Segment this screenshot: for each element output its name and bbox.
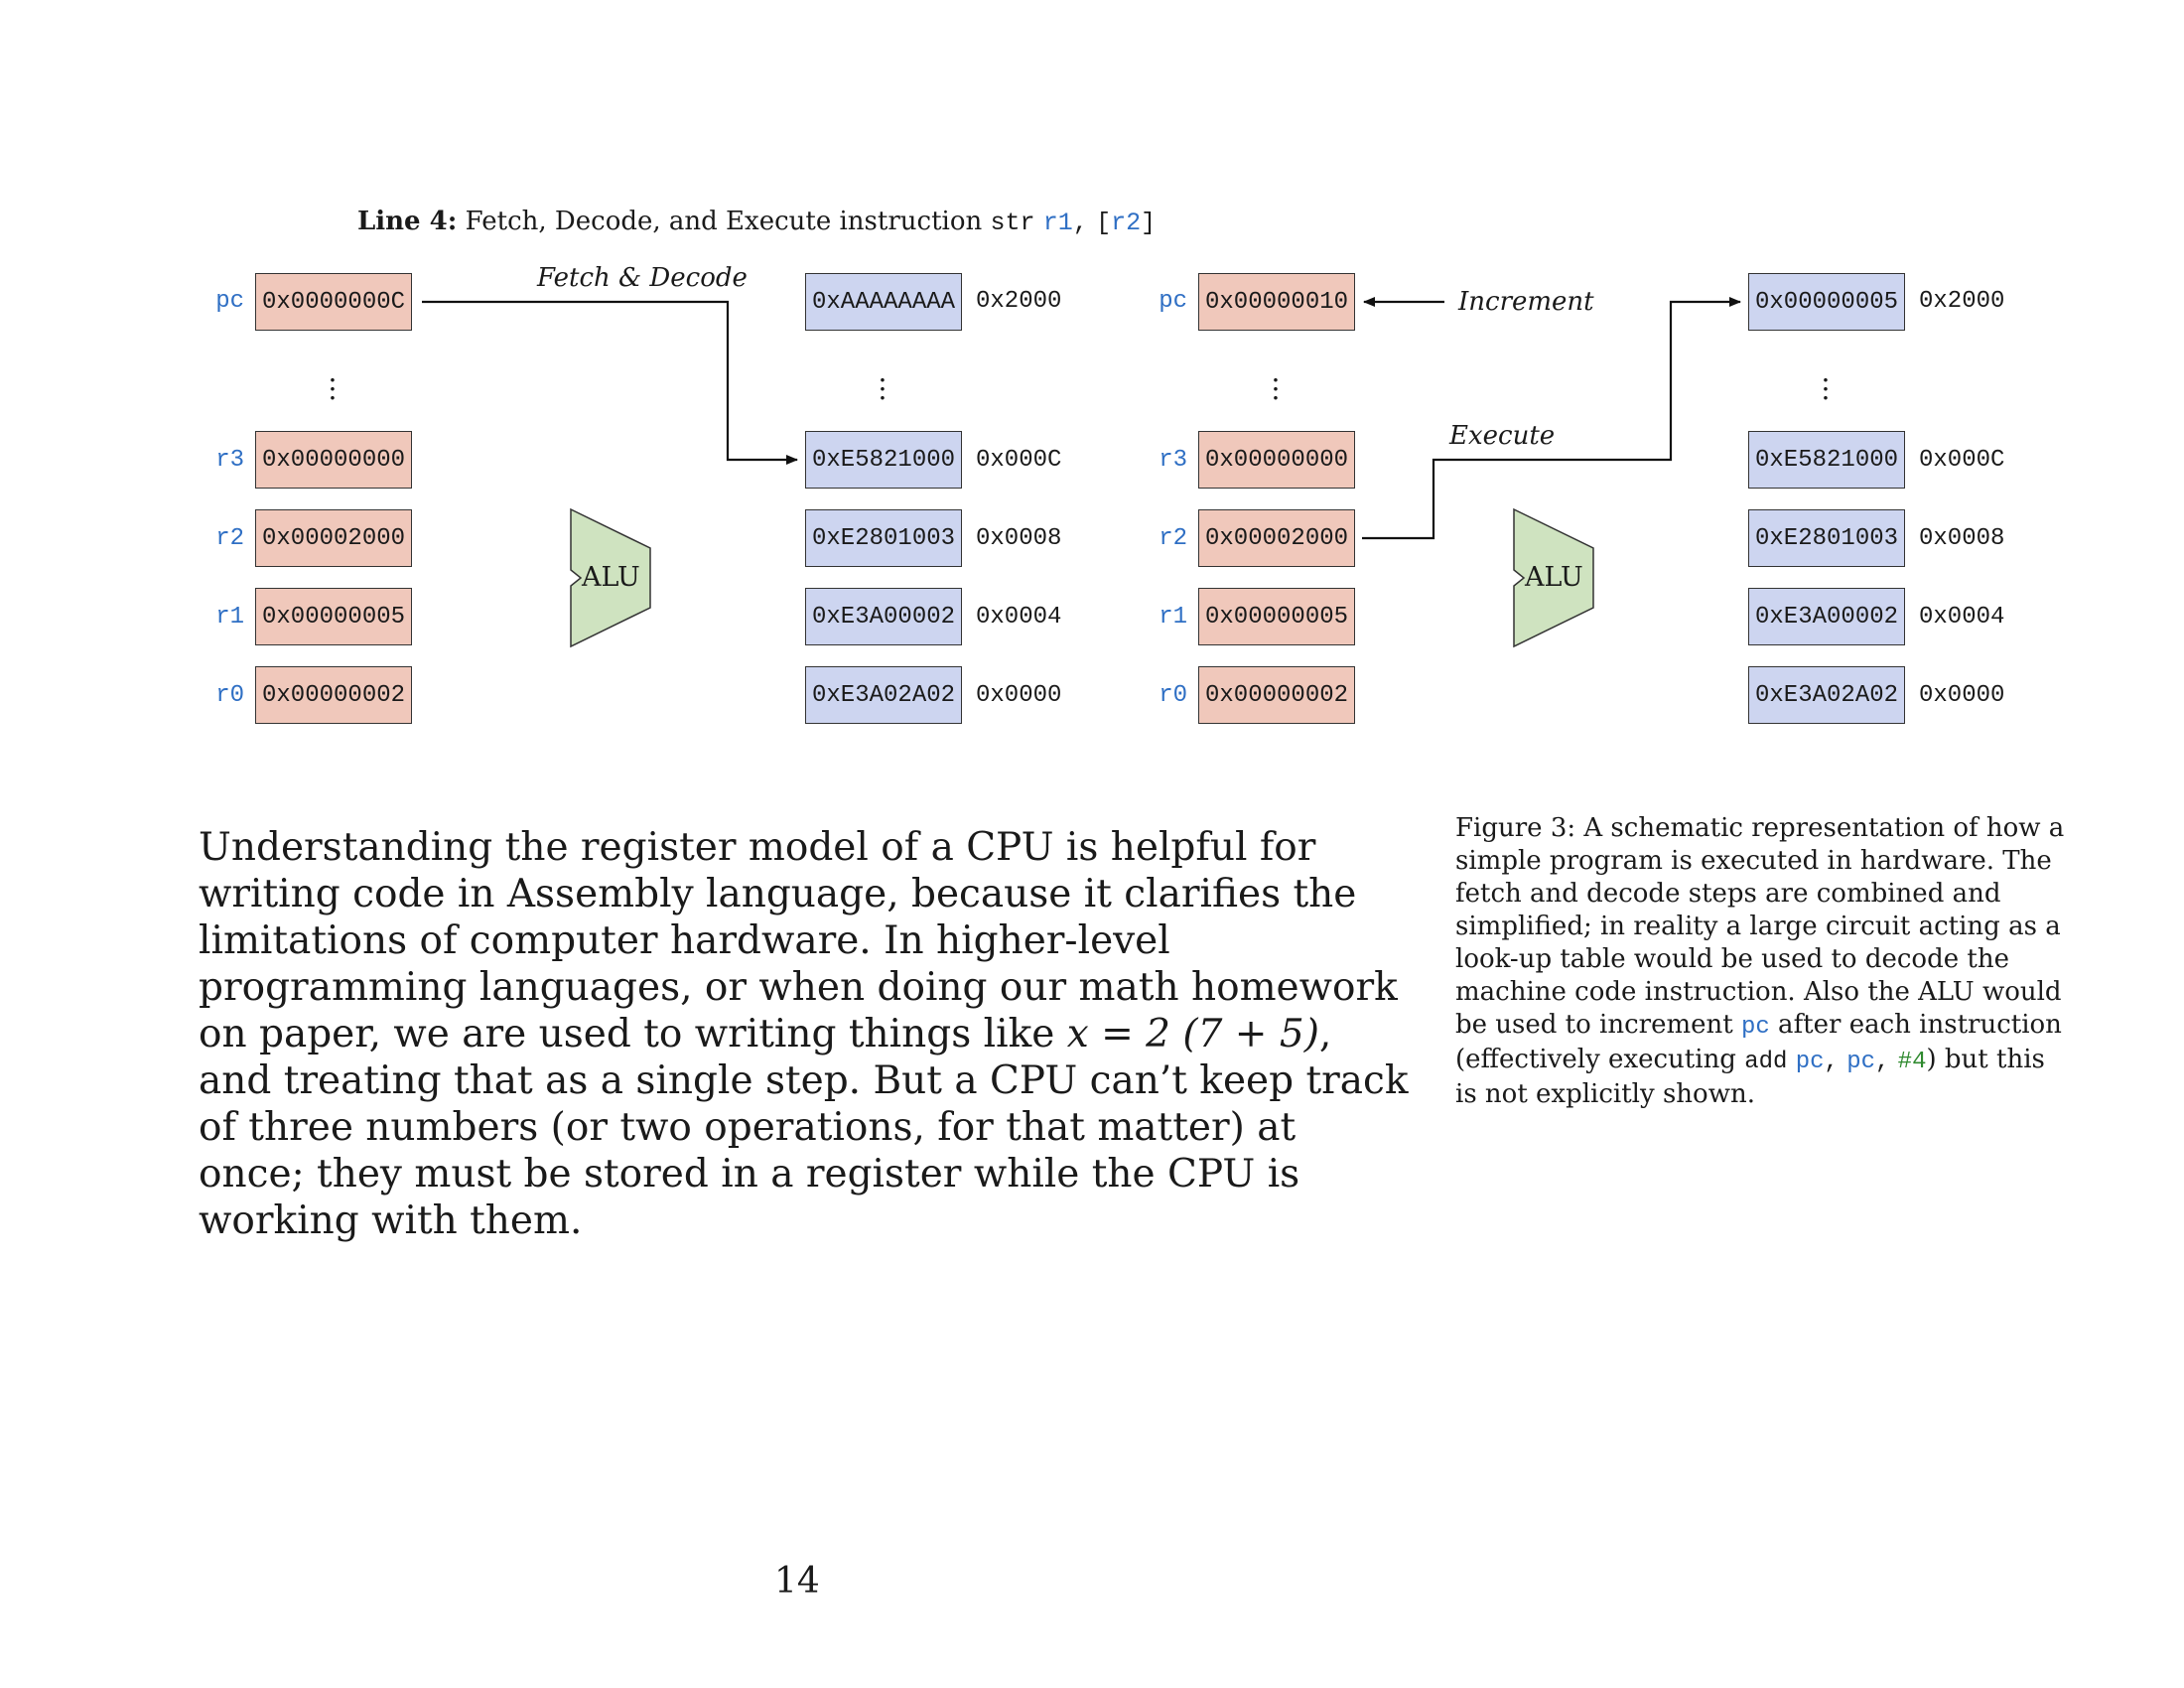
- memory-cell: 0xE2801003: [805, 509, 962, 567]
- caption-code-add: add: [1744, 1049, 1788, 1075]
- alu-left-shape: [570, 507, 651, 648]
- register-pc: 0x0000000C: [255, 273, 412, 331]
- caption-text: after each instruction (effectively exec…: [1455, 1010, 2062, 1074]
- register-r1: 0x00000005: [1198, 588, 1355, 645]
- memory-address: 0x000C: [1919, 447, 2005, 474]
- execute-arrow: [1362, 297, 1741, 540]
- figure-title-text: Fetch, Decode, and Execute instruction: [465, 207, 983, 236]
- register-label-r2: r2: [1159, 525, 1187, 552]
- execute-label: Execute: [1449, 421, 1556, 451]
- memory-address: 0x0008: [976, 525, 1062, 552]
- caption-code-immediate: #4: [1897, 1049, 1927, 1075]
- figure-title-instr: str: [990, 209, 1035, 237]
- body-text-before: Understanding the register model of a CP…: [199, 825, 1398, 1056]
- increment-label: Increment: [1458, 287, 1594, 317]
- register-r0: 0x00000002: [1198, 666, 1355, 724]
- alu-right-shape: [1513, 507, 1594, 648]
- register-r2: 0x00002000: [255, 509, 412, 567]
- register-pc: 0x00000010: [1198, 273, 1355, 331]
- register-label-r2: r2: [215, 525, 244, 552]
- caption-code-comma: ,: [1824, 1049, 1839, 1075]
- memory-cell: 0xE5821000: [805, 431, 962, 489]
- figure-title-sep: ,: [1072, 209, 1088, 237]
- caption-text: ) but this is not explicitly shown.: [1455, 1045, 2045, 1109]
- memory-cell: 0xAAAAAAAA: [805, 273, 962, 331]
- page-number: 14: [774, 1561, 820, 1602]
- register-label-r0: r0: [1159, 682, 1187, 709]
- memory-cell: 0xE3A02A02: [1748, 666, 1905, 724]
- caption-code-comma: ,: [1875, 1049, 1890, 1075]
- figure-title-op2: r2: [1111, 209, 1142, 237]
- register-label-r3: r3: [1159, 447, 1187, 474]
- figure-caption: Figure 3: A schematic representation of …: [1455, 812, 2071, 1111]
- register-label-r1: r1: [1159, 604, 1187, 631]
- memory-address: 0x000C: [976, 447, 1062, 474]
- memory-address: 0x0008: [1919, 525, 2005, 552]
- register-label-r0: r0: [215, 682, 244, 709]
- alu-left-label: ALU: [582, 562, 640, 593]
- caption-code-pc: pc: [1846, 1049, 1875, 1075]
- figure-title-bracket-close: ]: [1141, 209, 1157, 237]
- memory-address: 0x2000: [976, 288, 1062, 315]
- figure-title-op1: r1: [1042, 209, 1073, 237]
- register-label-r3: r3: [215, 447, 244, 474]
- memory-cell: 0xE3A00002: [805, 588, 962, 645]
- register-r2: 0x00002000: [1198, 509, 1355, 567]
- memory-cell: 0xE5821000: [1748, 431, 1905, 489]
- ellipsis-vertical: ...: [328, 355, 338, 406]
- register-r1: 0x00000005: [255, 588, 412, 645]
- register-r3: 0x00000000: [1198, 431, 1355, 489]
- figure-title: Line 4: Fetch, Decode, and Execute instr…: [357, 207, 1156, 237]
- ellipsis-vertical: ...: [878, 355, 887, 406]
- math-expression: x = 2 (7 + 5): [1066, 1012, 1319, 1056]
- memory-cell: 0xE3A02A02: [805, 666, 962, 724]
- register-label-r1: r1: [215, 604, 244, 631]
- figure-title-bold: Line 4:: [357, 207, 458, 236]
- memory-address: 0x0004: [1919, 604, 2005, 631]
- memory-address: 0x0000: [976, 682, 1062, 709]
- caption-code-pc: pc: [1740, 1014, 1770, 1041]
- caption-code-pc: pc: [1795, 1049, 1825, 1075]
- alu-right-label: ALU: [1525, 562, 1583, 593]
- fetch-decode-arrow: [422, 300, 798, 465]
- body-text-after: , and treating that as a single step. Bu…: [199, 1012, 1409, 1243]
- register-label-pc: pc: [215, 288, 244, 315]
- figure-title-bracket-open: [: [1096, 209, 1112, 237]
- memory-address: 0x0004: [976, 604, 1062, 631]
- memory-address: 0x0000: [1919, 682, 2005, 709]
- fetch-decode-label: Fetch & Decode: [537, 263, 748, 293]
- body-paragraph: Understanding the register model of a CP…: [199, 824, 1410, 1244]
- register-label-pc: pc: [1159, 288, 1187, 315]
- caption-text: Figure 3: A schematic representation of …: [1455, 813, 2065, 1040]
- ellipsis-vertical: ...: [1271, 355, 1281, 406]
- memory-cell: 0xE2801003: [1748, 509, 1905, 567]
- memory-address: 0x2000: [1919, 288, 2005, 315]
- register-r3: 0x00000000: [255, 431, 412, 489]
- memory-cell: 0xE3A00002: [1748, 588, 1905, 645]
- ellipsis-vertical: ...: [1821, 355, 1831, 406]
- register-r0: 0x00000002: [255, 666, 412, 724]
- memory-cell: 0x00000005: [1748, 273, 1905, 331]
